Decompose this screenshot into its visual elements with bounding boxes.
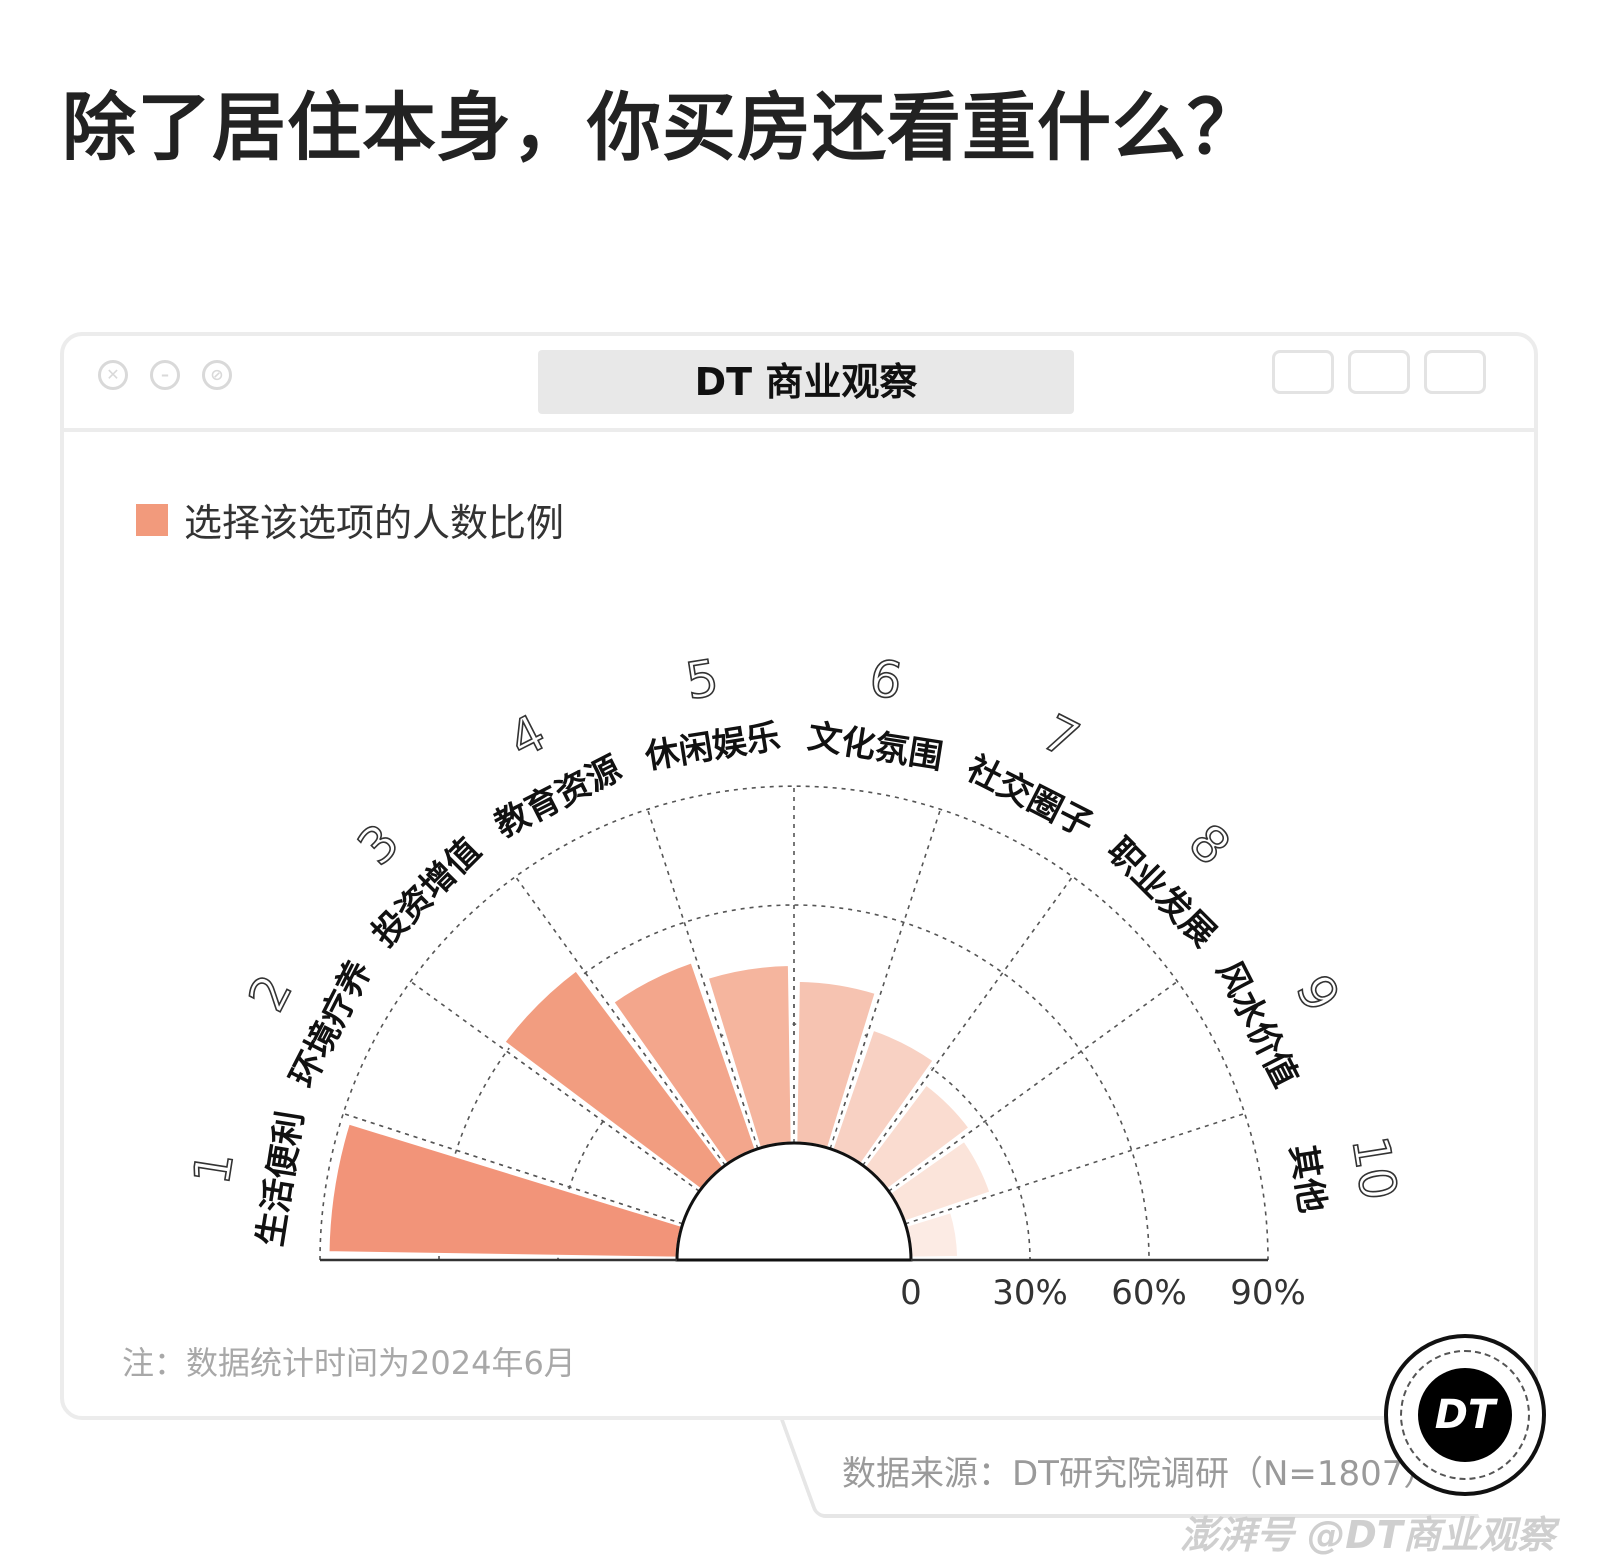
rank-number: 8 — [1178, 813, 1242, 877]
record-icon[interactable] — [1272, 350, 1334, 394]
brand-title: DT 商业观察 — [538, 350, 1074, 414]
bar-separator — [905, 1194, 993, 1225]
axis-tick: 30% — [992, 1273, 1068, 1313]
legend: 选择该选项的人数比例 — [136, 492, 564, 545]
rank-number: 5 — [682, 649, 722, 711]
window-icon[interactable] — [1424, 350, 1486, 394]
category-label: 环境疗养 — [282, 954, 379, 1093]
minimize-icon[interactable]: – — [150, 360, 180, 390]
axis-tick: 60% — [1111, 1273, 1187, 1313]
watermark: 澎湃号 @DT商业观察 — [1180, 1513, 1555, 1557]
rank-number: 3 — [347, 813, 411, 877]
window-titlebar: ✕ – ⊘ DT 商业观察 — [64, 336, 1534, 432]
rank-number: 2 — [237, 966, 303, 1021]
category-label: 生活便利 — [251, 1108, 312, 1249]
category-label: 社交圈子 — [960, 748, 1099, 845]
category-label: 教育资源 — [488, 748, 627, 845]
grid-spoke — [514, 876, 726, 1166]
category-label: 文化氛围 — [805, 717, 946, 778]
grid-spoke — [888, 980, 1178, 1192]
legend-label: 选择该选项的人数比例 — [184, 501, 565, 545]
share-icon[interactable] — [1348, 350, 1410, 394]
bar-separator — [350, 1115, 683, 1225]
category-label: 其他 — [1282, 1142, 1332, 1215]
grid-spoke — [646, 808, 759, 1149]
rank-number: 4 — [500, 703, 555, 769]
category-label: 风水价值 — [1208, 954, 1305, 1093]
dt-badge: DT — [1384, 1334, 1546, 1496]
grid-arc — [319, 785, 1269, 1261]
center-hub — [675, 1141, 913, 1262]
grid-arc — [438, 904, 1150, 1261]
bar-separator — [695, 959, 759, 1149]
bar-separator — [862, 1062, 938, 1166]
rank-number: 10 — [1341, 1132, 1408, 1204]
chart-axis: 0 30% 60% 90% — [320, 1141, 1306, 1313]
category-label: 休闲娱乐 — [641, 717, 783, 778]
grid-spoke — [410, 980, 700, 1192]
rank-number: 1 — [183, 1148, 245, 1188]
axis-tick: 90% — [1230, 1273, 1306, 1313]
rank-number: 6 — [866, 649, 906, 711]
page-title: 除了居住本身，你买房还看重什么？ — [62, 85, 1262, 171]
chart-note: 注：数据统计时间为2024年6月 — [122, 1344, 576, 1382]
source-text: 数据来源：DT研究院调研（N=1807） — [842, 1454, 1438, 1494]
maximize-icon[interactable]: ⊘ — [202, 360, 232, 390]
grid-spoke — [905, 1112, 1246, 1225]
rank-number: 7 — [1033, 703, 1088, 769]
legend-swatch — [136, 503, 168, 536]
badge-ring — [1400, 1350, 1530, 1480]
close-icon[interactable]: ✕ — [98, 360, 128, 390]
rank-number: 9 — [1284, 966, 1350, 1021]
bar-separator — [829, 993, 882, 1149]
badge-logo: DT — [1418, 1368, 1512, 1462]
grid-spoke — [829, 808, 942, 1149]
grid-spoke — [862, 876, 1074, 1166]
bar-1 — [326, 1121, 685, 1260]
chart-window: ✕ – ⊘ DT 商业观察 — [60, 332, 1538, 1420]
axis-tick: 0 — [900, 1273, 922, 1313]
